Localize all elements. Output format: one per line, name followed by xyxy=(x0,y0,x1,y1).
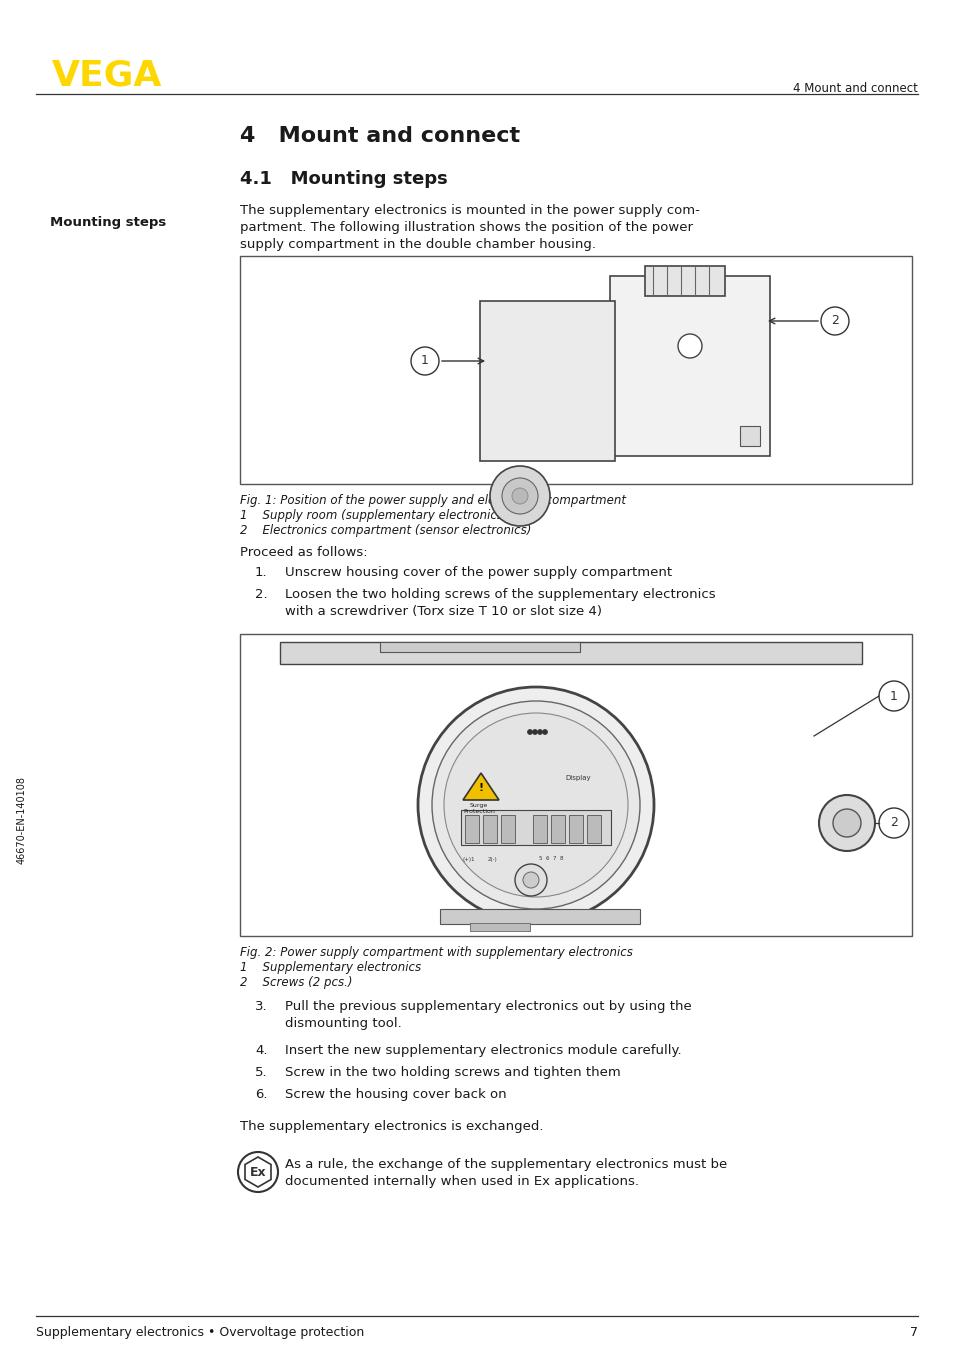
Bar xyxy=(482,815,497,844)
Text: 7: 7 xyxy=(909,1326,917,1339)
Text: dismounting tool.: dismounting tool. xyxy=(285,1017,401,1030)
Circle shape xyxy=(515,864,546,896)
Circle shape xyxy=(878,808,908,838)
Text: VEGA: VEGA xyxy=(52,58,162,92)
Text: (+)1: (+)1 xyxy=(462,857,475,861)
Circle shape xyxy=(512,487,527,504)
Text: 46670-EN-140108: 46670-EN-140108 xyxy=(17,776,27,864)
Circle shape xyxy=(417,686,654,923)
Bar xyxy=(280,642,862,663)
Text: 4.1   Mounting steps: 4.1 Mounting steps xyxy=(240,171,447,188)
Text: As a rule, the exchange of the supplementary electronics must be: As a rule, the exchange of the supplemen… xyxy=(285,1158,726,1171)
Text: 1: 1 xyxy=(889,689,897,703)
Polygon shape xyxy=(462,773,498,800)
Circle shape xyxy=(527,730,532,734)
Bar xyxy=(568,815,582,844)
Text: 1    Supply room (supplementary electronics): 1 Supply room (supplementary electronics… xyxy=(240,509,507,523)
Text: 1: 1 xyxy=(420,355,429,367)
Circle shape xyxy=(818,795,874,852)
Text: The supplementary electronics is exchanged.: The supplementary electronics is exchang… xyxy=(240,1120,543,1133)
Bar xyxy=(379,642,579,653)
Bar xyxy=(551,815,564,844)
Bar xyxy=(586,815,600,844)
Text: Ex: Ex xyxy=(250,1166,266,1178)
Circle shape xyxy=(821,307,848,334)
Text: 2    Screws (2 pcs.): 2 Screws (2 pcs.) xyxy=(240,976,352,988)
Circle shape xyxy=(532,730,537,734)
Bar xyxy=(609,276,769,456)
Circle shape xyxy=(522,872,538,888)
Circle shape xyxy=(501,478,537,515)
Text: 6.: 6. xyxy=(254,1089,267,1101)
Text: Supplementary electronics • Overvoltage protection: Supplementary electronics • Overvoltage … xyxy=(36,1326,364,1339)
Bar xyxy=(460,810,610,845)
Text: partment. The following illustration shows the position of the power: partment. The following illustration sho… xyxy=(240,221,692,234)
Text: Surge
Protection: Surge Protection xyxy=(462,803,495,814)
Circle shape xyxy=(237,1152,277,1192)
Text: Mounting steps: Mounting steps xyxy=(50,217,166,229)
Text: Insert the new supplementary electronics module carefully.: Insert the new supplementary electronics… xyxy=(285,1044,680,1057)
Bar xyxy=(240,256,911,483)
Polygon shape xyxy=(245,1158,271,1187)
Bar xyxy=(644,265,724,297)
Text: Screw the housing cover back on: Screw the housing cover back on xyxy=(285,1089,506,1101)
Text: 4.: 4. xyxy=(254,1044,267,1057)
Text: 4 Mount and connect: 4 Mount and connect xyxy=(792,83,917,95)
Text: 2.: 2. xyxy=(254,588,268,601)
Circle shape xyxy=(443,714,627,896)
Text: 2: 2 xyxy=(830,314,838,328)
Text: documented internally when used in Ex applications.: documented internally when used in Ex ap… xyxy=(285,1175,639,1187)
Circle shape xyxy=(411,347,438,375)
Text: Pull the previous supplementary electronics out by using the: Pull the previous supplementary electron… xyxy=(285,1001,691,1013)
Text: 2    Electronics compartment (sensor electronics): 2 Electronics compartment (sensor electr… xyxy=(240,524,531,538)
Text: 4   Mount and connect: 4 Mount and connect xyxy=(240,126,519,146)
Circle shape xyxy=(542,730,547,734)
Bar xyxy=(533,815,546,844)
Text: !: ! xyxy=(478,783,483,793)
Circle shape xyxy=(878,681,908,711)
Text: Fig. 2: Power supply compartment with supplementary electronics: Fig. 2: Power supply compartment with su… xyxy=(240,946,632,959)
Bar xyxy=(240,634,911,936)
Circle shape xyxy=(490,466,550,525)
Bar xyxy=(500,815,515,844)
Bar xyxy=(464,815,478,844)
Bar xyxy=(470,923,530,932)
Text: 5.: 5. xyxy=(254,1066,268,1079)
Circle shape xyxy=(832,808,861,837)
Circle shape xyxy=(432,701,639,909)
Text: 5  6  7  8: 5 6 7 8 xyxy=(538,857,562,861)
Text: 1    Supplementary electronics: 1 Supplementary electronics xyxy=(240,961,420,974)
Circle shape xyxy=(678,334,701,357)
Circle shape xyxy=(537,730,542,734)
Text: 3.: 3. xyxy=(254,1001,268,1013)
Text: 1.: 1. xyxy=(254,566,268,580)
Text: Proceed as follows:: Proceed as follows: xyxy=(240,546,367,559)
Text: Loosen the two holding screws of the supplementary electronics: Loosen the two holding screws of the sup… xyxy=(285,588,715,601)
Text: Display: Display xyxy=(564,774,590,781)
Text: Unscrew housing cover of the power supply compartment: Unscrew housing cover of the power suppl… xyxy=(285,566,672,580)
Text: 2(-): 2(-) xyxy=(488,857,497,861)
Bar xyxy=(740,427,760,445)
Bar xyxy=(479,301,615,460)
Text: Fig. 1: Position of the power supply and electronics compartment: Fig. 1: Position of the power supply and… xyxy=(240,494,625,506)
Text: Screw in the two holding screws and tighten them: Screw in the two holding screws and tigh… xyxy=(285,1066,620,1079)
Text: supply compartment in the double chamber housing.: supply compartment in the double chamber… xyxy=(240,238,596,250)
Text: with a screwdriver (Torx size T 10 or slot size 4): with a screwdriver (Torx size T 10 or sl… xyxy=(285,605,601,617)
Bar xyxy=(439,909,639,923)
Text: The supplementary electronics is mounted in the power supply com-: The supplementary electronics is mounted… xyxy=(240,204,700,217)
Text: 2: 2 xyxy=(889,816,897,830)
